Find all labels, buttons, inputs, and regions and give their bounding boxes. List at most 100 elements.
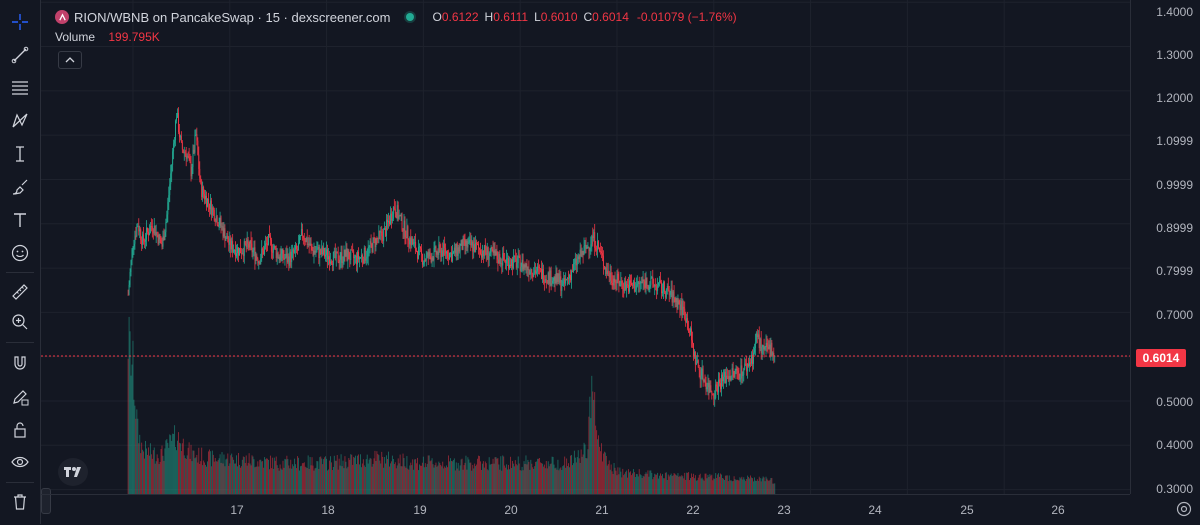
volume-bar xyxy=(147,454,148,494)
candle-body xyxy=(368,247,370,248)
volume-bar xyxy=(548,466,550,494)
ruler-icon[interactable] xyxy=(8,280,32,304)
collapse-legend-button[interactable] xyxy=(58,51,82,69)
volume-bar xyxy=(683,478,685,494)
candle-body xyxy=(322,247,324,255)
volume-bar xyxy=(277,467,279,494)
candle-body xyxy=(601,253,603,256)
time-tick: 24 xyxy=(868,503,882,517)
volume-bar xyxy=(200,461,202,494)
trash-icon[interactable] xyxy=(8,490,32,514)
candle-body xyxy=(558,273,560,283)
volume-bar xyxy=(645,472,647,494)
candle-body xyxy=(500,263,502,264)
time-tick: 21 xyxy=(595,503,609,517)
candle-body xyxy=(606,270,608,275)
volume-bar xyxy=(600,451,601,494)
candle-body xyxy=(751,355,752,364)
magnet-icon[interactable] xyxy=(8,352,32,376)
candle-body xyxy=(527,268,529,270)
volume-bar xyxy=(259,459,261,494)
volume-bar xyxy=(707,474,709,494)
time-tick: 18 xyxy=(321,503,335,517)
volume-bar xyxy=(179,443,181,494)
trend-line-icon[interactable] xyxy=(8,43,32,67)
volume-bar xyxy=(737,479,739,494)
volume-bar xyxy=(726,475,728,494)
volume-bar xyxy=(466,469,468,494)
symbol-title[interactable]: RION/WBNB on PancakeSwap · 15 · dexscree… xyxy=(74,9,391,25)
volume-bar xyxy=(602,453,604,494)
candle-body xyxy=(541,268,542,279)
volume-bar xyxy=(527,459,529,494)
candle-body xyxy=(451,253,453,262)
tradingview-logo-icon[interactable] xyxy=(58,458,88,486)
volume-bar xyxy=(364,467,366,494)
candle-body xyxy=(324,247,326,257)
time-axis[interactable]: 17 18 19 20 21 22 23 24 25 26 xyxy=(41,494,1130,525)
candle-body xyxy=(383,229,385,241)
volume-bar xyxy=(532,467,534,494)
candle-body xyxy=(692,340,693,344)
lock-pencil-icon[interactable] xyxy=(8,385,32,409)
brush-icon[interactable] xyxy=(8,175,32,199)
chart-pane[interactable] xyxy=(41,0,1130,494)
volume-bar xyxy=(258,466,260,494)
volume-bar xyxy=(415,459,417,494)
volume-bar xyxy=(315,467,317,494)
candle-body xyxy=(255,255,257,261)
candle-body xyxy=(667,286,669,291)
candle-body xyxy=(659,280,661,283)
candle-body xyxy=(631,285,633,287)
candle-body xyxy=(575,258,577,266)
eye-icon[interactable] xyxy=(8,450,32,474)
crosshair-icon[interactable] xyxy=(8,10,32,34)
fib-icon[interactable] xyxy=(8,76,32,100)
candle-body xyxy=(530,269,532,273)
candle-body xyxy=(632,281,634,286)
volume-bar xyxy=(712,480,714,494)
candle-body xyxy=(601,251,602,254)
zoom-in-icon[interactable] xyxy=(8,310,32,334)
candle-body xyxy=(237,247,238,254)
candle-body xyxy=(369,241,371,248)
candle-body xyxy=(291,251,293,263)
candle-body xyxy=(370,241,372,244)
price-axis[interactable]: 1.4000 1.3000 1.2000 1.0999 0.9999 0.899… xyxy=(1130,0,1200,496)
candle-body xyxy=(471,241,473,246)
volume-bar xyxy=(335,460,337,494)
lock-icon[interactable] xyxy=(8,418,32,442)
volume-bar xyxy=(436,466,438,494)
pattern-icon[interactable] xyxy=(8,109,32,133)
candle-body xyxy=(346,248,348,261)
candle-body xyxy=(219,217,221,225)
measure-icon[interactable] xyxy=(8,142,32,166)
gear-icon[interactable] xyxy=(1175,500,1193,518)
volume-bar xyxy=(717,474,719,494)
volume-bar xyxy=(359,464,360,494)
volume-bar xyxy=(585,458,587,494)
volume-bar xyxy=(317,461,319,494)
candle-body xyxy=(584,245,586,247)
candle-body xyxy=(335,251,337,259)
candle-body xyxy=(308,243,310,246)
ohlc-low-key: L xyxy=(534,10,541,24)
candle-body xyxy=(518,256,520,258)
volume-bar xyxy=(342,460,344,494)
candle-body xyxy=(431,257,433,263)
candle-body xyxy=(652,276,654,284)
emoji-icon[interactable] xyxy=(8,241,32,265)
candle-body xyxy=(268,234,269,245)
volume-bar xyxy=(212,454,214,494)
text-icon[interactable] xyxy=(8,208,32,232)
volume-bar xyxy=(156,454,158,494)
candle-body xyxy=(364,247,366,261)
candle-body xyxy=(474,244,476,253)
pane-resize-handle[interactable] xyxy=(41,488,51,514)
candle-body xyxy=(312,249,314,255)
volume-bar xyxy=(462,469,464,494)
volume-bar xyxy=(521,466,523,494)
candle-body xyxy=(713,394,715,399)
volume-bar xyxy=(169,434,171,494)
volume-bar xyxy=(632,469,634,494)
